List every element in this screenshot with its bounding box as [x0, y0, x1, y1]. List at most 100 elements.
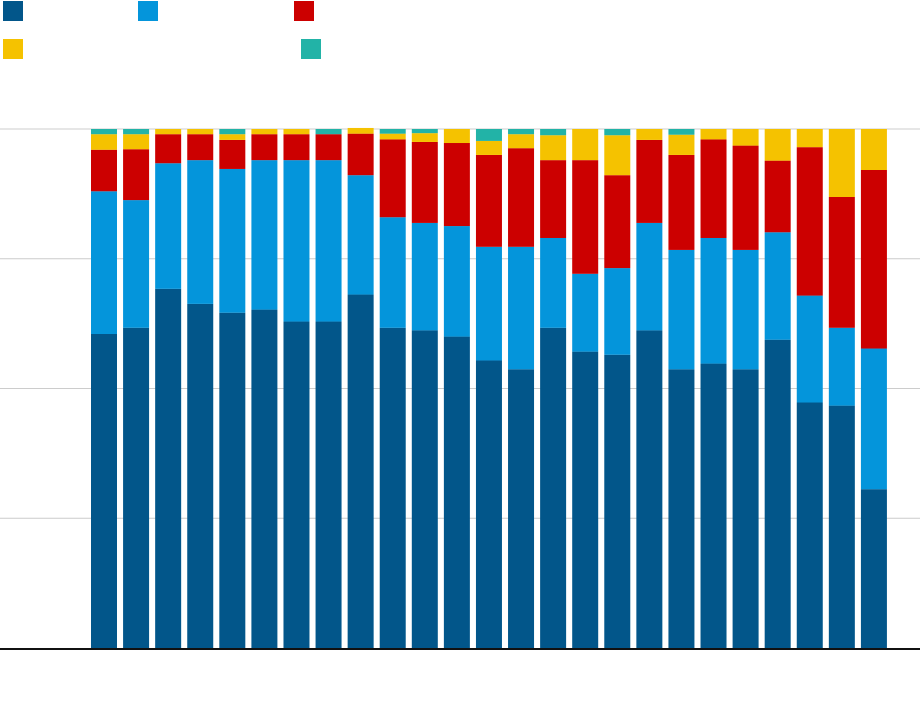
bar-segment-series-3	[796, 147, 823, 296]
legend-item-series-3	[294, 1, 322, 21]
bar-segment-series-3	[123, 149, 150, 201]
bar-segment-series-3	[828, 196, 855, 328]
bar-segment-series-3	[475, 154, 502, 247]
bar-segment-series-1	[123, 327, 150, 648]
bar-column-18	[636, 129, 663, 648]
legend-item-series-4	[3, 39, 31, 59]
bar-segment-series-2	[251, 160, 278, 310]
bar-segment-series-2	[91, 191, 117, 335]
bar-segment-series-3	[572, 160, 599, 274]
bar-column-16	[572, 129, 599, 648]
bar-segment-series-2	[315, 160, 342, 322]
bar-segment-series-4	[379, 133, 406, 140]
bar-segment-series-1	[219, 312, 246, 648]
bar-segment-series-1	[283, 321, 310, 648]
bar-column-10	[379, 129, 406, 648]
bar-segment-series-3	[347, 133, 374, 176]
bar-segment-series-5	[604, 129, 631, 136]
bar-segment-series-1	[187, 303, 214, 648]
bar-segment-series-2	[796, 295, 823, 403]
bar-segment-series-4	[123, 134, 150, 150]
bar-column-1	[91, 129, 117, 648]
bar-segment-series-4	[860, 129, 887, 170]
bar-column-8	[315, 129, 342, 648]
bar-column-9	[347, 127, 374, 648]
bar-segment-series-3	[508, 148, 535, 247]
bar-column-21	[732, 129, 759, 648]
bar-column-19	[668, 129, 695, 648]
bar-segment-series-5	[123, 129, 150, 135]
bar-segment-series-2	[572, 273, 599, 352]
chart-legend	[0, 0, 920, 70]
bar-segment-series-5	[315, 129, 342, 135]
bar-segment-series-4	[187, 129, 214, 135]
bar-segment-series-1	[572, 351, 599, 648]
bar-segment-series-1	[860, 489, 887, 648]
legend-swatch-series-1	[3, 1, 23, 21]
bar-column-17	[604, 129, 631, 648]
bar-segment-series-3	[155, 134, 182, 164]
bar-segment-series-4	[155, 129, 182, 135]
legend-item-series-1	[3, 1, 31, 21]
bar-segment-series-3	[283, 134, 310, 161]
bar-segment-series-5	[91, 129, 117, 135]
bar-segment-series-4	[572, 129, 599, 161]
bar-segment-series-3	[315, 134, 342, 161]
bar-column-14	[508, 129, 535, 648]
bar-segment-series-4	[796, 129, 823, 148]
bar-segment-series-1	[732, 369, 759, 648]
bar-segment-series-1	[411, 330, 438, 648]
bar-segment-series-4	[283, 129, 310, 135]
bar-column-5	[219, 129, 246, 648]
bar-segment-series-2	[187, 160, 214, 304]
bar-column-15	[540, 129, 567, 648]
bar-segment-series-1	[508, 369, 535, 648]
bar-segment-series-3	[540, 160, 567, 238]
bar-segment-series-2	[123, 200, 150, 328]
bar-segment-series-1	[91, 334, 117, 648]
bar-column-3	[155, 129, 182, 648]
legend-swatch-series-3	[294, 1, 314, 21]
bar-segment-series-1	[636, 330, 663, 648]
bar-segment-series-4	[700, 129, 727, 140]
bar-segment-series-2	[700, 237, 727, 364]
bar-segment-series-4	[475, 140, 502, 155]
bar-segment-series-1	[668, 369, 695, 648]
bar-segment-series-1	[540, 327, 567, 648]
bar-column-25	[860, 129, 887, 648]
bar-segment-series-3	[379, 139, 406, 218]
bar-segment-series-4	[219, 134, 246, 140]
bar-segment-series-2	[732, 249, 759, 370]
bar-column-7	[283, 129, 310, 648]
bar-segment-series-4	[604, 135, 631, 176]
bar-segment-series-3	[91, 149, 117, 192]
bar-segment-series-4	[91, 134, 117, 150]
bar-segment-series-2	[540, 237, 567, 328]
bar-segment-series-1	[764, 339, 791, 648]
bar-segment-series-3	[764, 160, 791, 233]
bar-column-6	[251, 129, 278, 648]
bar-segment-series-3	[251, 134, 278, 161]
bar-segment-series-2	[860, 348, 887, 490]
bar-column-20	[700, 129, 727, 648]
bar-segment-series-2	[636, 222, 663, 331]
bar-segment-series-3	[187, 134, 214, 161]
bar-segment-series-1	[379, 327, 406, 648]
bar-segment-series-3	[668, 154, 695, 250]
bar-segment-series-3	[604, 175, 631, 269]
bar-segment-series-4	[508, 134, 535, 149]
bar-segment-series-5	[508, 129, 535, 135]
bar-segment-series-5	[540, 129, 567, 136]
bar-segment-series-5	[668, 129, 695, 135]
legend-swatch-series-5	[301, 39, 321, 59]
bar-segment-series-2	[764, 232, 791, 340]
bar-segment-series-1	[604, 354, 631, 648]
bar-segment-series-4	[443, 129, 470, 144]
legend-item-series-5	[301, 39, 329, 59]
bar-segment-series-3	[700, 139, 727, 238]
bar-column-24	[828, 129, 855, 648]
bar-segment-series-1	[155, 288, 182, 648]
bar-segment-series-2	[379, 217, 406, 328]
bar-segment-series-3	[636, 139, 663, 223]
bar-segment-series-2	[443, 226, 470, 337]
